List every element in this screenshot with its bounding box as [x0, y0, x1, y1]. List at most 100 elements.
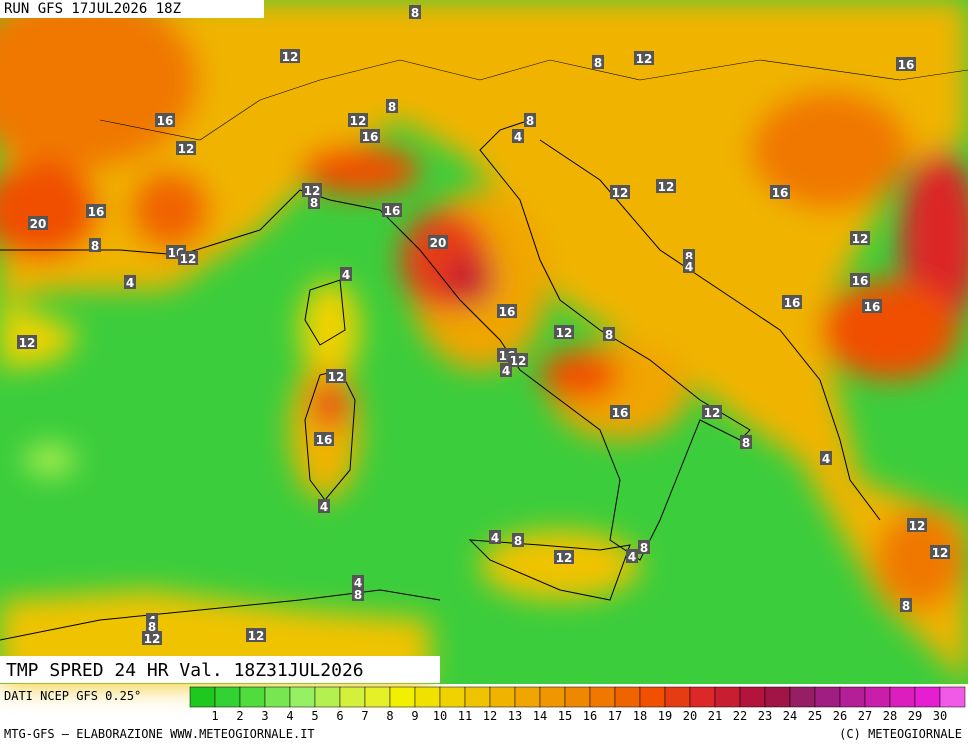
contour-label-box	[409, 5, 421, 19]
contour-label: 8	[411, 6, 419, 20]
footer-right: (C) METEOGIORNALE	[839, 727, 962, 741]
contour-label: 12	[282, 50, 299, 64]
contour-label: 8	[605, 328, 613, 342]
contour-label-box	[820, 451, 832, 465]
contour-label-box	[554, 550, 574, 564]
contour-label: 16	[898, 58, 915, 72]
contour-label-box	[862, 299, 882, 313]
contour-label: 16	[852, 274, 869, 288]
contour-label-box	[178, 251, 198, 265]
map-field	[0, 0, 968, 684]
contour-label: 8	[310, 196, 318, 210]
contour-label: 16	[157, 114, 174, 128]
contour-label-box	[702, 405, 722, 419]
contour-label: 4	[514, 130, 522, 144]
contour-label: 16	[316, 433, 333, 447]
contour-label-box	[318, 499, 330, 513]
data-source: DATI NCEP GFS 0.25°	[4, 689, 141, 703]
contour-label: 16	[499, 305, 516, 319]
contour-label-box	[146, 619, 158, 633]
colorbar-label: 27	[858, 709, 872, 723]
contour-label: 4	[502, 364, 510, 378]
colorbar-swatch	[364, 686, 391, 708]
contour-label: 8	[594, 56, 602, 70]
contour-label: 12	[556, 326, 573, 340]
contour-label: 12	[350, 114, 367, 128]
contour-label: 12	[909, 519, 926, 533]
contour-label-box	[497, 304, 517, 318]
contour-label-box	[638, 540, 650, 554]
contour-label: 12	[612, 186, 629, 200]
contour-label: 20	[30, 217, 47, 231]
contour-label: 16	[784, 296, 801, 310]
contour-label-box	[155, 113, 175, 127]
contour-label: 12	[932, 546, 949, 560]
contour-label: 8	[388, 100, 396, 114]
contour-label-box	[302, 183, 322, 197]
contour-label: 16	[612, 406, 629, 420]
colorbar-label: 10	[433, 709, 447, 723]
contour-label-box	[489, 530, 501, 544]
colorbar-label: 17	[608, 709, 622, 723]
colorbar-label: 22	[733, 709, 747, 723]
contour-label: 20	[430, 236, 447, 250]
contour-label: 4	[628, 550, 636, 564]
contour-label: 4	[354, 576, 362, 590]
colorbar-swatch	[339, 686, 366, 708]
colorbar-swatch	[489, 686, 516, 708]
contour-label-box	[634, 51, 654, 65]
contour-label-box	[512, 533, 524, 547]
colorbar-swatch	[689, 686, 716, 708]
contour-label-box	[656, 179, 676, 193]
contour-label-box	[314, 432, 334, 446]
colorbar-swatch	[714, 686, 741, 708]
colorbar-swatch	[564, 686, 591, 708]
contour-label: 8	[526, 114, 534, 128]
colorbar-swatch	[764, 686, 791, 708]
colorbar-swatch	[914, 686, 941, 708]
contour-label-box	[850, 231, 870, 245]
colorbar-label: 24	[783, 709, 797, 723]
contour-label-box	[246, 628, 266, 642]
contour-label: 4	[126, 276, 134, 290]
contour-label-box	[280, 49, 300, 63]
contour-label: 8	[685, 250, 693, 264]
colorbar-swatch	[514, 686, 541, 708]
colorbar-label: 12	[483, 709, 497, 723]
colorbar-label: 30	[933, 709, 947, 723]
colorbar-swatch	[239, 686, 266, 708]
colorbar-label: 13	[508, 709, 522, 723]
contour-label-box	[308, 195, 320, 209]
colorbar-label: 21	[708, 709, 722, 723]
contour-label: 8	[91, 239, 99, 253]
title-box	[0, 656, 440, 683]
contour-label-box	[428, 235, 448, 249]
contour-label-box	[386, 99, 398, 113]
contour-label: 12	[704, 406, 721, 420]
contour-label: 12	[304, 184, 321, 198]
contour-label-box	[850, 273, 870, 287]
colorbar-swatch	[464, 686, 491, 708]
contour-label-box	[907, 518, 927, 532]
colorbar-label: 6	[336, 709, 343, 723]
contour-label-box	[176, 141, 196, 155]
contour-label-box	[348, 113, 368, 127]
colorbar-swatch	[939, 686, 966, 708]
colorbar-label: 28	[883, 709, 897, 723]
colorbar-swatch	[314, 686, 341, 708]
contour-label: 12	[180, 252, 197, 266]
colorbar-swatch	[439, 686, 466, 708]
contour-label-box	[900, 598, 912, 612]
contour-label-box	[352, 575, 364, 589]
colorbar-swatch	[889, 686, 916, 708]
contour-label: 12	[178, 142, 195, 156]
contour-label: 12	[510, 354, 527, 368]
contour-label-box	[592, 55, 604, 69]
contour-label: 4	[491, 531, 499, 545]
contour-label-box	[142, 631, 162, 645]
colorbar-swatch	[589, 686, 616, 708]
colorbar-label: 4	[286, 709, 293, 723]
contour-label-box	[360, 129, 380, 143]
contour-label: 16	[772, 186, 789, 200]
